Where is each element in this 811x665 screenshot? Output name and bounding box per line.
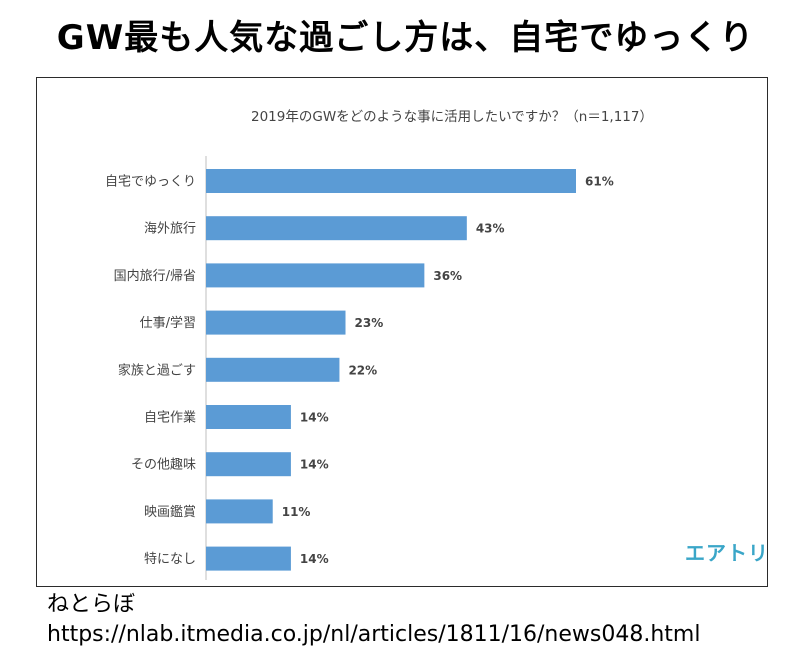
value-label: 36%	[433, 269, 462, 283]
bar	[206, 310, 346, 335]
category-label: 仕事/学習	[140, 315, 196, 331]
airtrip-logo: エアトリ	[685, 541, 769, 565]
bar	[206, 499, 273, 524]
value-label: 61%	[585, 175, 614, 189]
bar	[206, 452, 291, 477]
value-label: 22%	[348, 363, 377, 377]
category-label: 映画鑑賞	[144, 504, 196, 520]
category-label: 国内旅行/帰省	[114, 268, 196, 284]
source-credit: ねとらぼ https://nlab.itmedia.co.jp/nl/artic…	[47, 590, 700, 650]
category-label: 特になし	[144, 552, 196, 567]
source-url[interactable]: https://nlab.itmedia.co.jp/nl/articles/1…	[47, 622, 701, 647]
category-label: 海外旅行	[144, 222, 196, 237]
category-label: 自宅でゆっくり	[105, 175, 196, 190]
value-label: 43%	[476, 222, 505, 236]
bar-chart: 2019年のGWをどのような事に活用したいですか？（n＝1,117） 自宅でゆっ…	[105, 109, 653, 580]
chart-title: 2019年のGWをどのような事に活用したいですか？（n＝1,117）	[251, 109, 653, 125]
source-name: ねとらぼ	[47, 592, 136, 617]
bar	[206, 169, 576, 193]
value-label: 14%	[300, 458, 329, 472]
category-label: 家族と過ごす	[118, 362, 196, 378]
bar	[206, 263, 425, 288]
bars-group: 自宅でゆっくり 61% 海外旅行 43% 国内旅行/帰省 36% 仕事/学習 23% 家族と過ご…	[105, 169, 614, 571]
value-label: 23%	[355, 316, 384, 330]
value-label: 14%	[300, 552, 329, 566]
bar	[206, 216, 467, 241]
category-label: 自宅作業	[144, 410, 196, 426]
value-label: 14%	[300, 411, 329, 425]
chart-frame: 2019年のGWをどのような事に活用したいですか？（n＝1,117） 自宅でゆっ…	[36, 77, 768, 587]
value-label: 11%	[282, 505, 311, 519]
category-label: その他趣味	[131, 458, 196, 473]
page-headline: GW最も人気な過ごし方は、自宅でゆっくり	[56, 18, 755, 58]
bar	[206, 546, 291, 571]
bar	[206, 357, 340, 382]
bar	[206, 405, 291, 429]
